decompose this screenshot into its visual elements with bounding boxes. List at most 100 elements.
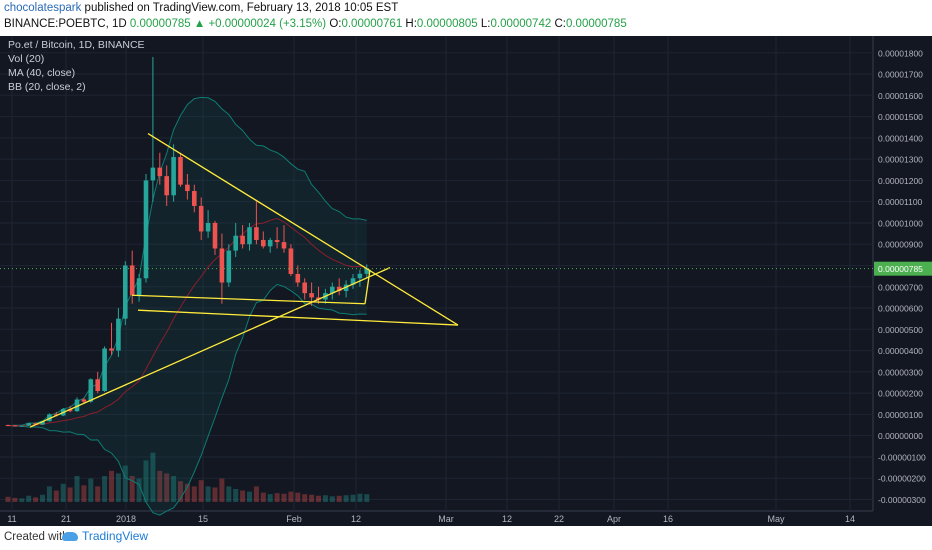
candle-body [74, 399, 80, 412]
volume-bar [260, 492, 266, 502]
price-tick-label: 0.00000700 [878, 282, 923, 292]
price-tick-label: 0.00001500 [878, 112, 923, 122]
volume-bar [336, 495, 342, 502]
candle-body [47, 414, 52, 422]
candle-body [226, 250, 232, 283]
volume-bar [274, 493, 280, 502]
legend-title: Po.et / Bitcoin, 1D, BINANCE [8, 39, 145, 51]
price-tick-label: 0.00001400 [878, 133, 923, 143]
volume-bar [109, 470, 114, 502]
price-tick-label: -0.00000100 [878, 452, 926, 462]
price-tick-label: 0.00001100 [878, 197, 923, 207]
volume-bar [102, 476, 108, 502]
volume-bar [178, 481, 183, 502]
volume-bar [171, 476, 177, 502]
candle-body [95, 379, 100, 391]
candle-body [123, 265, 128, 319]
candle-body [116, 318, 121, 351]
candle-body [219, 248, 225, 283]
time-tick-label: 11 [7, 514, 16, 524]
moving-average-line [7, 217, 367, 427]
candle-body [343, 284, 349, 292]
volume-bar [81, 485, 87, 502]
time-tick-label: 22 [554, 514, 564, 524]
author-link[interactable]: chocolatespark [4, 2, 82, 14]
time-tick-label: 2018 [116, 514, 136, 524]
tradingview-brand[interactable]: TradingView [62, 529, 148, 543]
price-tick-label: 0.00001300 [878, 155, 923, 165]
last-price-badge [874, 261, 932, 276]
volume-bar [309, 494, 315, 502]
candle-body [261, 239, 266, 247]
price-tick-label: 0.00000500 [878, 325, 923, 335]
candle-body [309, 293, 314, 298]
publish-header: chocolatespark published on TradingView.… [0, 0, 932, 36]
candle-body [109, 348, 114, 351]
time-tick-label: 16 [663, 514, 673, 524]
volume-bar [60, 483, 66, 502]
candle-body [143, 180, 149, 279]
legend-moving-average[interactable]: MA (40, close) [8, 67, 76, 79]
candle-body [19, 425, 25, 427]
volume-bar [74, 476, 80, 502]
time-tick-label: May [767, 514, 785, 524]
candle-body [5, 425, 11, 427]
volume-bar [267, 494, 273, 502]
candle-body [198, 205, 204, 232]
volume-bar [322, 495, 328, 502]
trendline-resistance [147, 133, 459, 326]
chart-area[interactable]: 0.00001800 0.00001700 0.00001600 0.00001500… [0, 36, 932, 526]
candle-body [171, 157, 176, 196]
candle-body [267, 239, 273, 247]
volume-bar [46, 486, 52, 502]
volume-bar [364, 494, 370, 502]
trendline-base [131, 294, 366, 305]
volume-bar [240, 490, 246, 502]
volume-bar [253, 486, 259, 502]
candle-body [205, 222, 211, 232]
open-value: 0.00000761 [341, 18, 403, 30]
volume-bar [288, 491, 294, 502]
price-tick-label: 0.00000200 [878, 389, 923, 399]
publish-line: chocolatespark published on TradingView.… [4, 2, 398, 14]
volume-bar [164, 473, 170, 502]
volume-bar [219, 478, 225, 502]
price-chart[interactable]: 0.00001800 0.00001700 0.00001600 0.00001500… [0, 36, 932, 526]
volume-bar [129, 476, 135, 502]
trendline-apex [364, 269, 371, 304]
price-tick-label: 0.00001200 [878, 176, 923, 186]
tradingview-label: TradingView [82, 529, 149, 543]
legend-bollinger[interactable]: BB (20, close, 2) [8, 81, 86, 93]
candle-body [88, 379, 94, 402]
symbol-label: BINANCE:POEBTC, 1D [4, 18, 127, 30]
volume-bar [198, 480, 204, 502]
candle-body [81, 399, 87, 402]
volume-bar [95, 486, 101, 502]
price-tick-label: 0.00001000 [878, 218, 923, 228]
candle-body [12, 425, 18, 427]
price-tick-label: 0.00001800 [878, 48, 923, 58]
low-value: 0.00000742 [490, 18, 552, 30]
candle-body [364, 268, 370, 274]
volume-bar [53, 490, 59, 502]
volume-bar [247, 491, 252, 502]
price-tick-label: 0.00001600 [878, 91, 923, 101]
time-tick-label: 21 [61, 514, 71, 524]
trendline-lower [137, 309, 459, 326]
legend-volume[interactable]: Vol (20) [8, 53, 45, 65]
volume-bar [343, 495, 349, 502]
volume-bar [302, 494, 308, 502]
open-label: O: [329, 18, 342, 30]
candle-body [164, 176, 169, 196]
price-tick-label: 0.00000100 [878, 410, 923, 420]
candle-body [316, 297, 321, 300]
candle-body [247, 227, 252, 245]
price-tick-label: 0.00000300 [878, 367, 923, 377]
candle-body [129, 265, 135, 296]
close-value: 0.00000785 [565, 18, 627, 30]
price-tick-label: 0.00000600 [878, 304, 923, 314]
volume-bar [19, 498, 25, 502]
volume-bar [316, 495, 321, 502]
candle-body [281, 242, 287, 249]
low-label: L: [480, 18, 491, 30]
